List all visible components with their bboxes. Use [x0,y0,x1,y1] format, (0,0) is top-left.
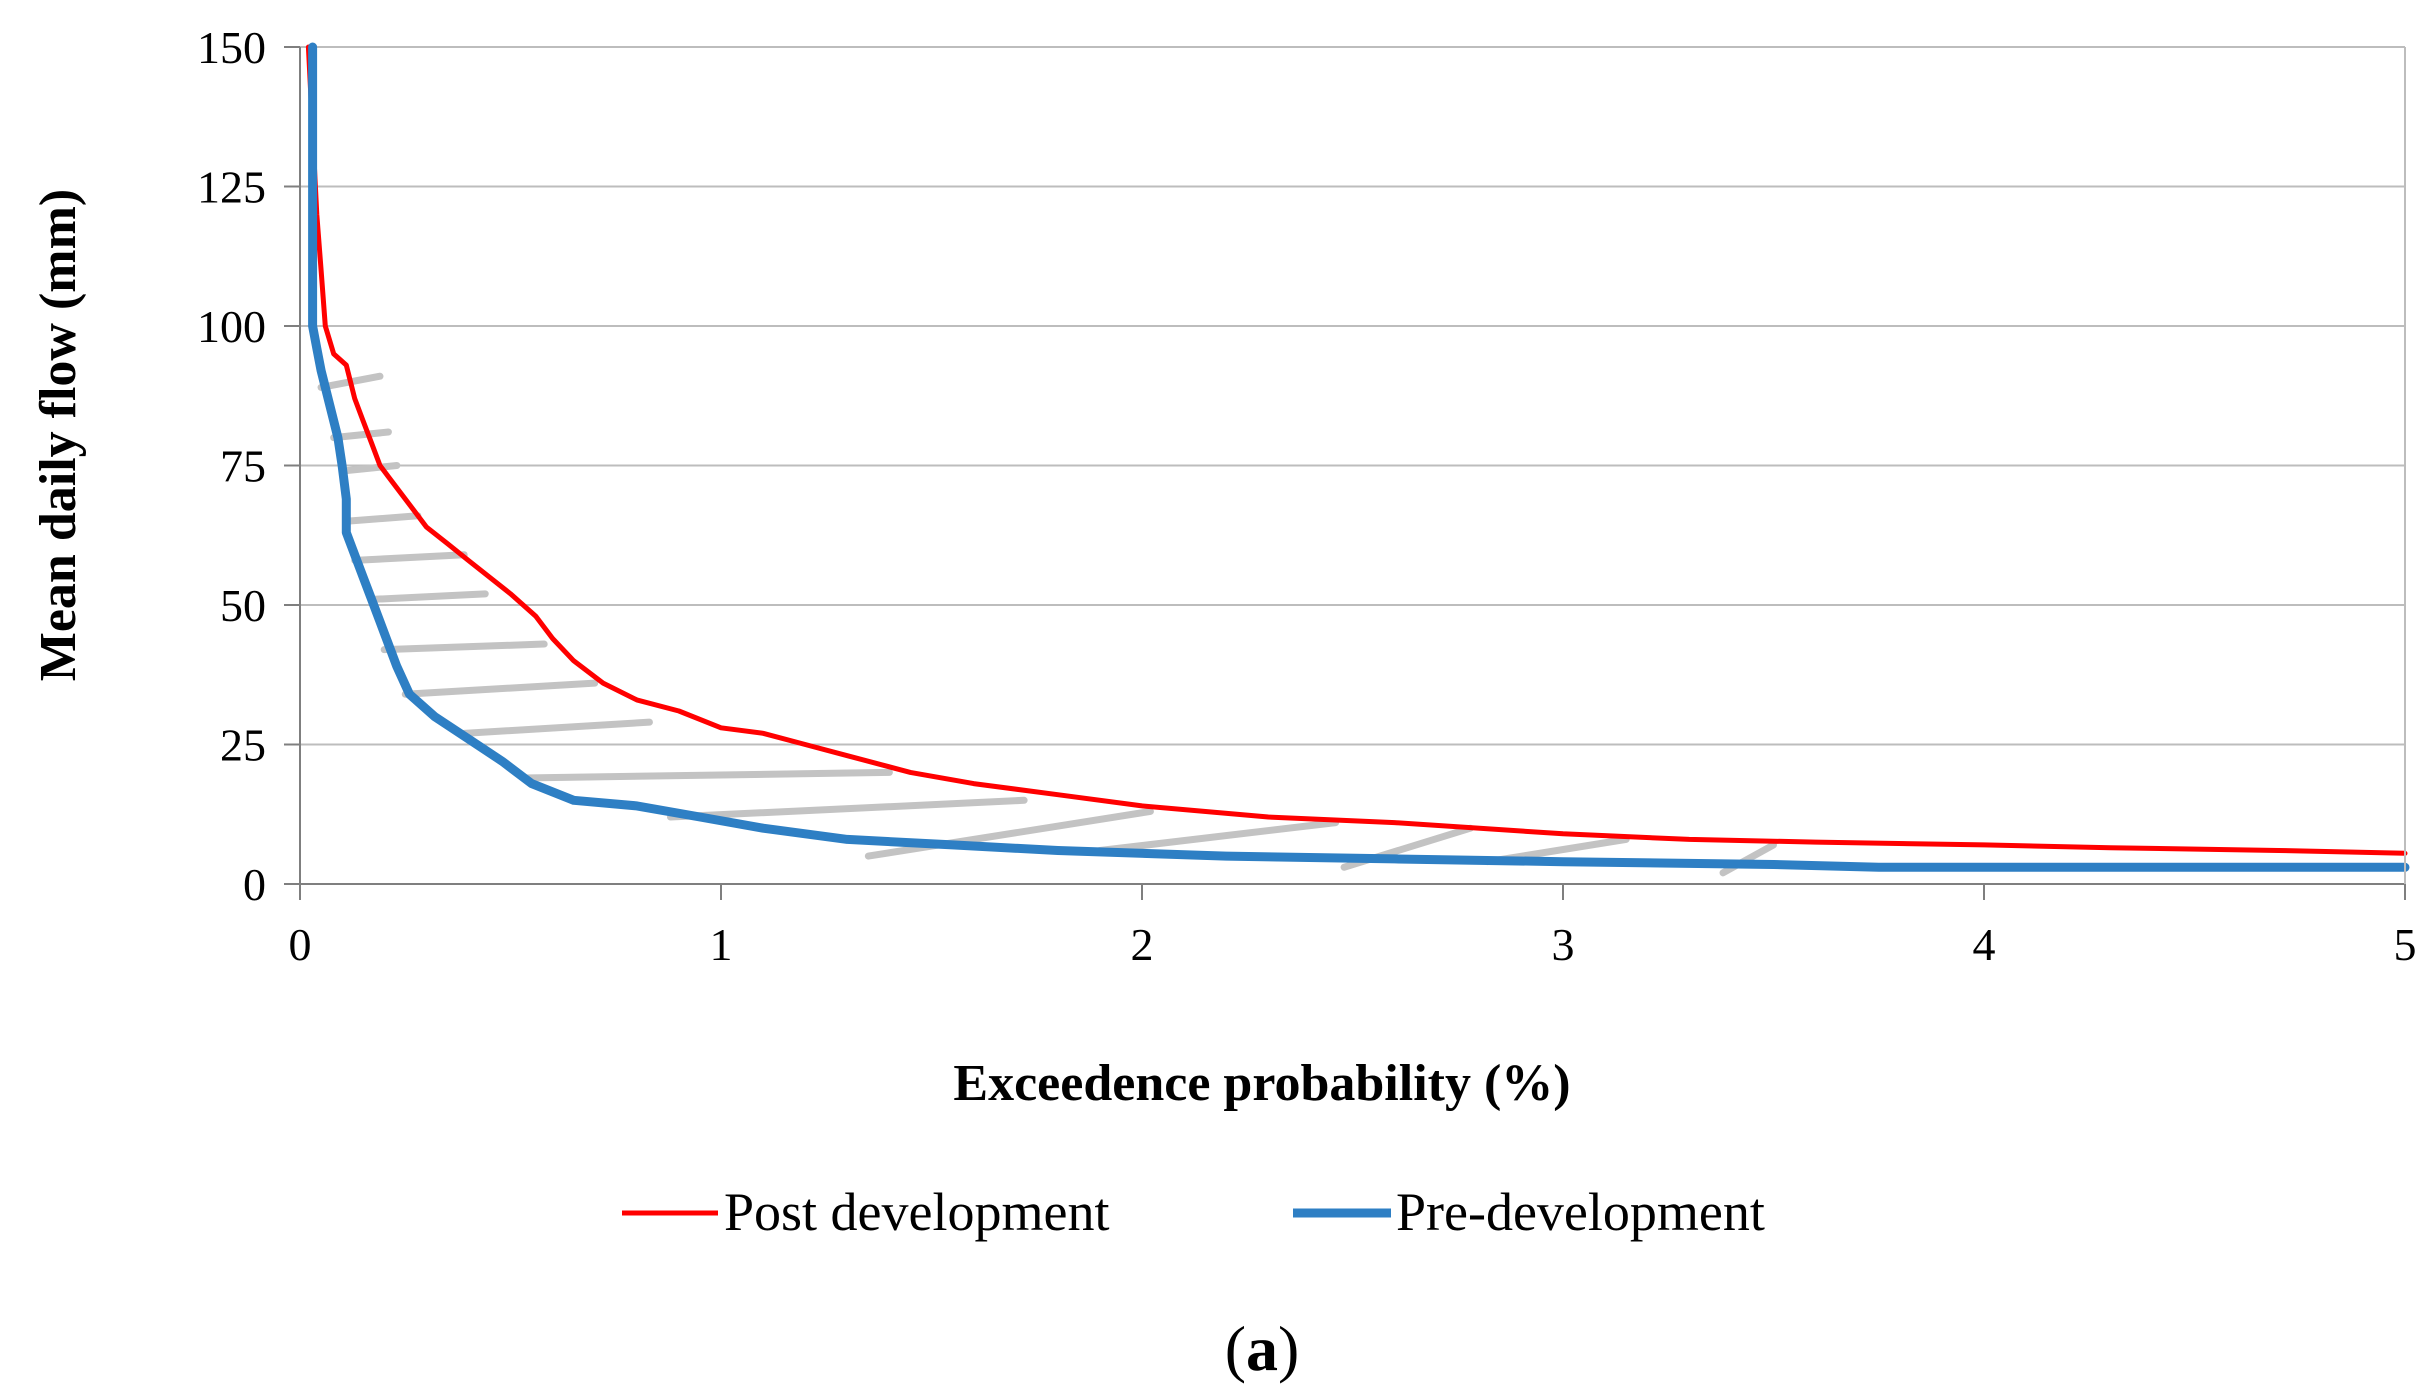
hatch-line-10 [519,768,893,782]
y-tick-label-150: 150 [197,22,266,73]
x-axis-title: Exceedence probability (%) [953,1055,1570,1112]
legend-label-post: Post development [724,1182,1109,1242]
axes [284,46,2406,900]
y-axis-title: Mean daily flow (mm) [30,189,87,681]
series-line-pre-development [308,42,2410,872]
caption-close-paren: ) [1278,1313,1299,1384]
hatch-line-9 [460,718,653,737]
x-tick-label-1: 1 [710,919,733,970]
legend: Post development Pre-development [622,1182,1765,1242]
series-line-post-development [305,44,2408,856]
hatch-line-11 [666,796,1028,821]
hatch-line-8 [401,679,599,698]
x-tick-label-5: 5 [2394,919,2417,970]
gridlines [300,46,2405,746]
y-tick-label-50: 50 [220,580,266,631]
x-tick-label-2: 2 [1131,919,1154,970]
x-tick-label-0: 0 [289,919,312,970]
caption-letter: a [1246,1313,1278,1384]
y-tick-label-25: 25 [220,720,266,771]
tick-labels: 0 25 50 75 100 125 150 0 1 2 3 4 5 [197,22,2417,970]
hatch-line-6 [368,590,489,603]
x-tick-label-4: 4 [1973,919,1996,970]
y-tick-label-125: 125 [197,162,266,213]
hatch-line-3 [338,462,401,475]
hatch-line-12 [864,807,1154,860]
hatch-line-13 [1096,819,1340,855]
hatching-layer [317,372,1777,877]
y-tick-label-100: 100 [197,301,266,352]
x-tick-label-3: 3 [1552,919,1575,970]
hatch-line-2 [330,428,392,442]
caption-open-paren: ( [1225,1313,1246,1384]
legend-label-pre: Pre-development [1396,1182,1765,1242]
figure-caption: (a) [1225,1313,1300,1384]
y-tick-label-75: 75 [220,441,266,492]
y-tick-label-0: 0 [243,859,266,910]
hatch-line-7 [380,640,548,654]
hatch-line-5 [351,551,468,564]
series-layer [305,42,2410,872]
hatch-line-4 [342,512,422,525]
